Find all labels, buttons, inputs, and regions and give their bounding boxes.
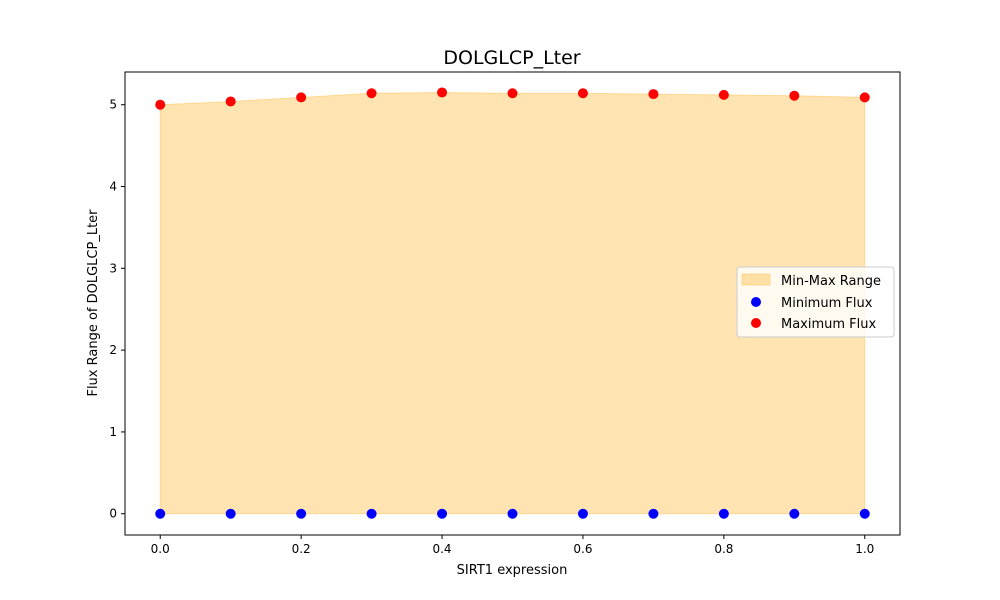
y-tick-label: 1: [109, 425, 117, 439]
x-tick-label: 0.4: [432, 542, 451, 556]
y-tick-label: 2: [109, 343, 117, 357]
minimum-flux-point: [859, 508, 870, 519]
legend: Min-Max Range Minimum Flux Maximum Flux: [736, 266, 895, 338]
y-tick-label: 3: [109, 261, 117, 275]
maximum-flux-point: [718, 89, 729, 100]
x-axis-ticks: 0.0 0.2 0.4 0.6 0.8 1.0: [151, 535, 874, 556]
legend-frame: [736, 266, 895, 338]
legend-swatch-min-max-range: [741, 273, 771, 286]
x-tick-label: 0.8: [714, 542, 733, 556]
maximum-flux-point: [507, 88, 518, 99]
minimum-flux-point: [296, 508, 307, 519]
maximum-flux-point: [789, 90, 800, 101]
y-tick-label: 4: [109, 180, 117, 194]
minimum-flux-point: [366, 508, 377, 519]
minimum-flux-point: [789, 508, 800, 519]
minimum-flux-point: [437, 508, 448, 519]
y-tick-label: 5: [109, 98, 117, 112]
x-axis-label: SIRT1 expression: [457, 563, 568, 578]
maximum-flux-point: [648, 89, 659, 100]
minimum-flux-point: [577, 508, 588, 519]
minimum-flux-point: [507, 508, 518, 519]
maximum-flux-point: [437, 87, 448, 98]
minimum-flux-point: [718, 508, 729, 519]
x-tick-label: 0.0: [151, 542, 170, 556]
chart-title: DOLGLCP_Lter: [443, 47, 580, 69]
y-axis-label: Flux Range of DOLGLCP_Lter: [86, 209, 101, 397]
maximum-flux-point: [296, 92, 307, 103]
legend-marker-minimum-flux: [751, 297, 761, 307]
maximum-flux-point: [577, 88, 588, 99]
minimum-flux-point: [225, 508, 236, 519]
maximum-flux-point: [155, 99, 166, 110]
maximum-flux-point: [859, 92, 870, 103]
legend-label-minimum-flux: Minimum Flux: [781, 296, 873, 311]
minimum-flux-point: [648, 508, 659, 519]
plot-area: [155, 87, 870, 519]
maximum-flux-point: [225, 96, 236, 107]
legend-label-maximum-flux: Maximum Flux: [781, 317, 877, 332]
y-tick-label: 0: [109, 507, 117, 521]
y-axis-ticks: 0 1 2 3 4 5: [109, 98, 125, 521]
legend-marker-maximum-flux: [751, 318, 761, 328]
minimum-flux-point: [155, 508, 166, 519]
x-tick-label: 1.0: [855, 542, 874, 556]
maximum-flux-point: [366, 88, 377, 99]
legend-label-min-max-range: Min-Max Range: [781, 274, 881, 289]
axes-frame: [124, 71, 901, 536]
x-tick-label: 0.6: [573, 542, 592, 556]
x-tick-label: 0.2: [292, 542, 311, 556]
